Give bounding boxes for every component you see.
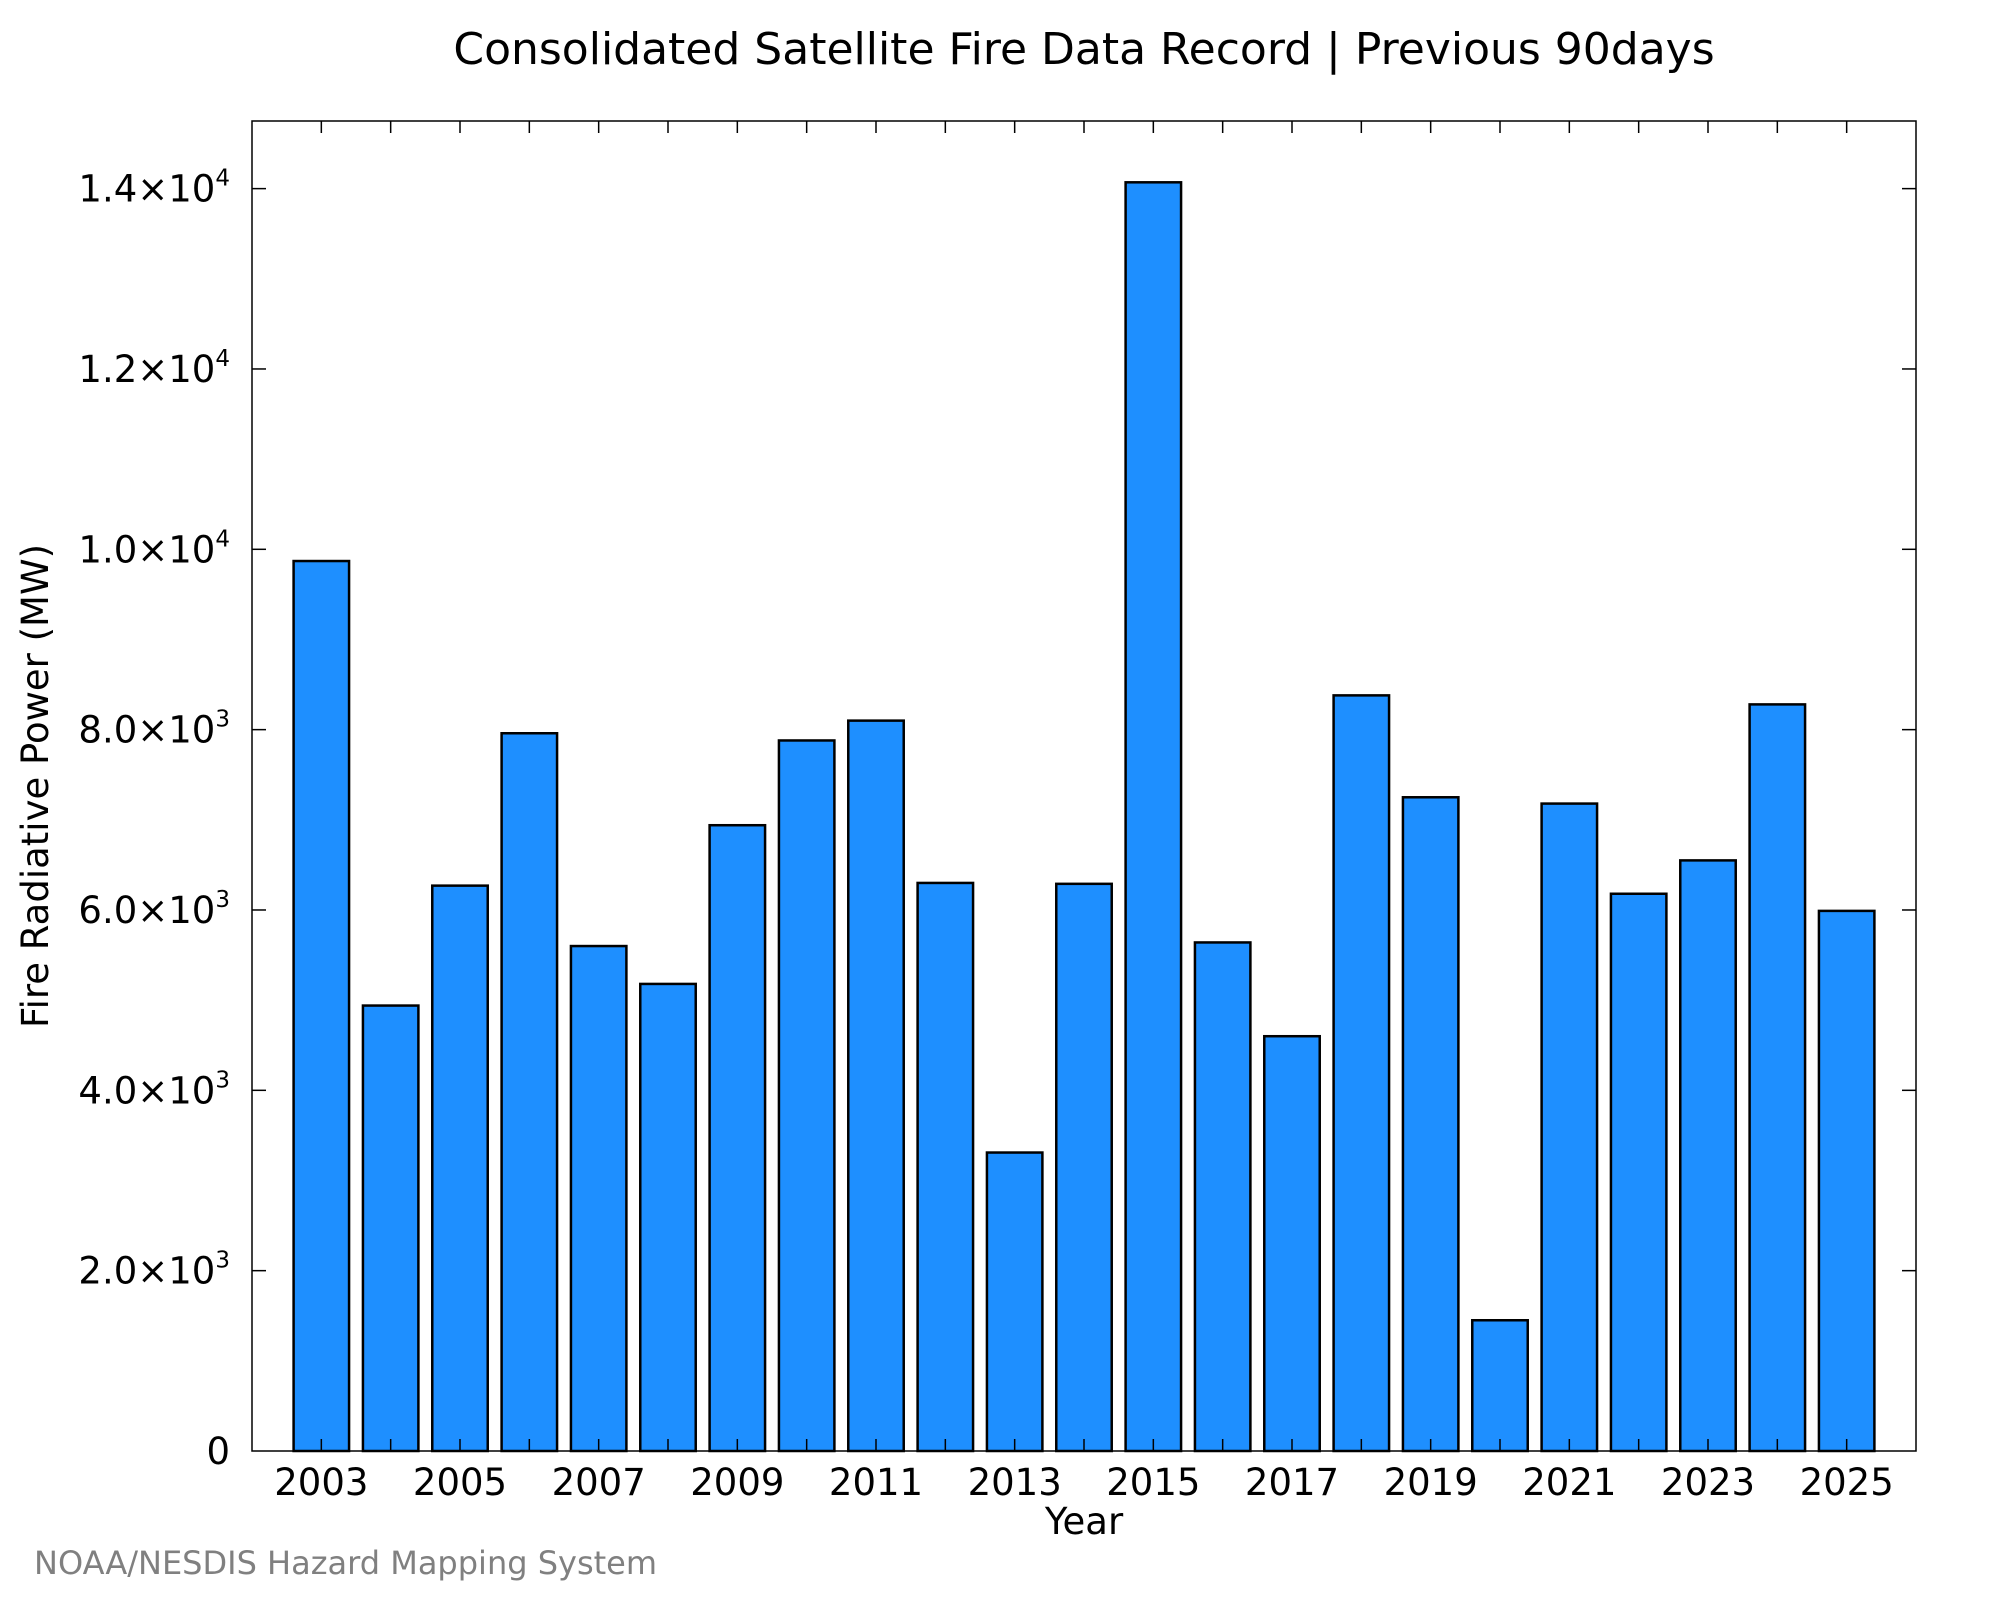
bars-group xyxy=(292,181,1876,1453)
x-tick-label-2025: 2025 xyxy=(1800,1461,1894,1504)
y-tick-label-12000: 1.2×104 xyxy=(78,346,230,391)
y-tick-label-14000: 1.4×104 xyxy=(78,166,230,211)
y-tick-label-4000: 4.0×103 xyxy=(78,1067,230,1112)
bar-2025 xyxy=(1817,909,1876,1453)
bar-2004 xyxy=(361,1004,420,1453)
x-tick-label-2017: 2017 xyxy=(1245,1461,1339,1504)
bar-2015 xyxy=(1124,181,1183,1453)
x-tick-label-2011: 2011 xyxy=(829,1461,923,1504)
bar-2022 xyxy=(1609,892,1668,1453)
y-tick-label-2000: 2.0×103 xyxy=(78,1248,230,1293)
x-axis-ticks: 2003 2005 2007 2009 2011 2013 2015 2017 2019 2021… xyxy=(274,121,1894,1504)
bar-2008 xyxy=(639,982,697,1453)
bar-2023 xyxy=(1679,859,1737,1453)
bar-2021 xyxy=(1540,802,1599,1453)
bar-2019 xyxy=(1401,796,1460,1453)
x-tick-label-2005: 2005 xyxy=(413,1461,507,1504)
bar-2006 xyxy=(500,732,559,1453)
x-tick-label-2015: 2015 xyxy=(1106,1461,1200,1504)
bar-2018 xyxy=(1332,694,1391,1453)
bar-2017 xyxy=(1263,1034,1321,1453)
x-axis-label: Year xyxy=(1044,1500,1124,1543)
y-axis-label: Fire Radiative Power (MW) xyxy=(14,544,57,1028)
x-tick-label-2013: 2013 xyxy=(968,1461,1062,1504)
x-tick-label-2019: 2019 xyxy=(1384,1461,1478,1504)
bar-2016 xyxy=(1193,941,1252,1453)
x-tick-label-2007: 2007 xyxy=(552,1461,646,1504)
bar-2014 xyxy=(1055,882,1113,1453)
y-tick-label-8000: 8.0×103 xyxy=(78,707,230,752)
plot-frame xyxy=(251,120,1917,1452)
bar-2013 xyxy=(985,1151,1044,1453)
bar-2005 xyxy=(431,884,489,1453)
bar-2010 xyxy=(777,739,836,1453)
y-tick-label-6000: 6.0×103 xyxy=(78,887,230,932)
bar-2003 xyxy=(292,559,351,1453)
y-tick-label-10000: 1.0×104 xyxy=(78,526,230,571)
bar-2020 xyxy=(1471,1319,1529,1453)
chart-title: Consolidated Satellite Fire Data Record … xyxy=(453,24,1714,75)
bar-2024 xyxy=(1748,703,1807,1453)
bar-2012 xyxy=(916,881,975,1453)
y-axis-ticks: 0 2.0×103 4.0×103 6.0×103 8.0×103 1.0×104 1.2×… xyxy=(78,166,1916,1473)
bar-2011 xyxy=(847,719,905,1453)
y-tick-label-0: 0 xyxy=(206,1430,230,1473)
x-tick-label-2003: 2003 xyxy=(274,1461,368,1504)
x-tick-label-2023: 2023 xyxy=(1661,1461,1755,1504)
bar-2007 xyxy=(569,944,628,1453)
x-tick-label-2009: 2009 xyxy=(690,1461,784,1504)
x-tick-label-2021: 2021 xyxy=(1522,1461,1616,1504)
credit-text: NOAA/NESDIS Hazard Mapping System xyxy=(34,1544,657,1582)
bar-2009 xyxy=(708,823,767,1453)
